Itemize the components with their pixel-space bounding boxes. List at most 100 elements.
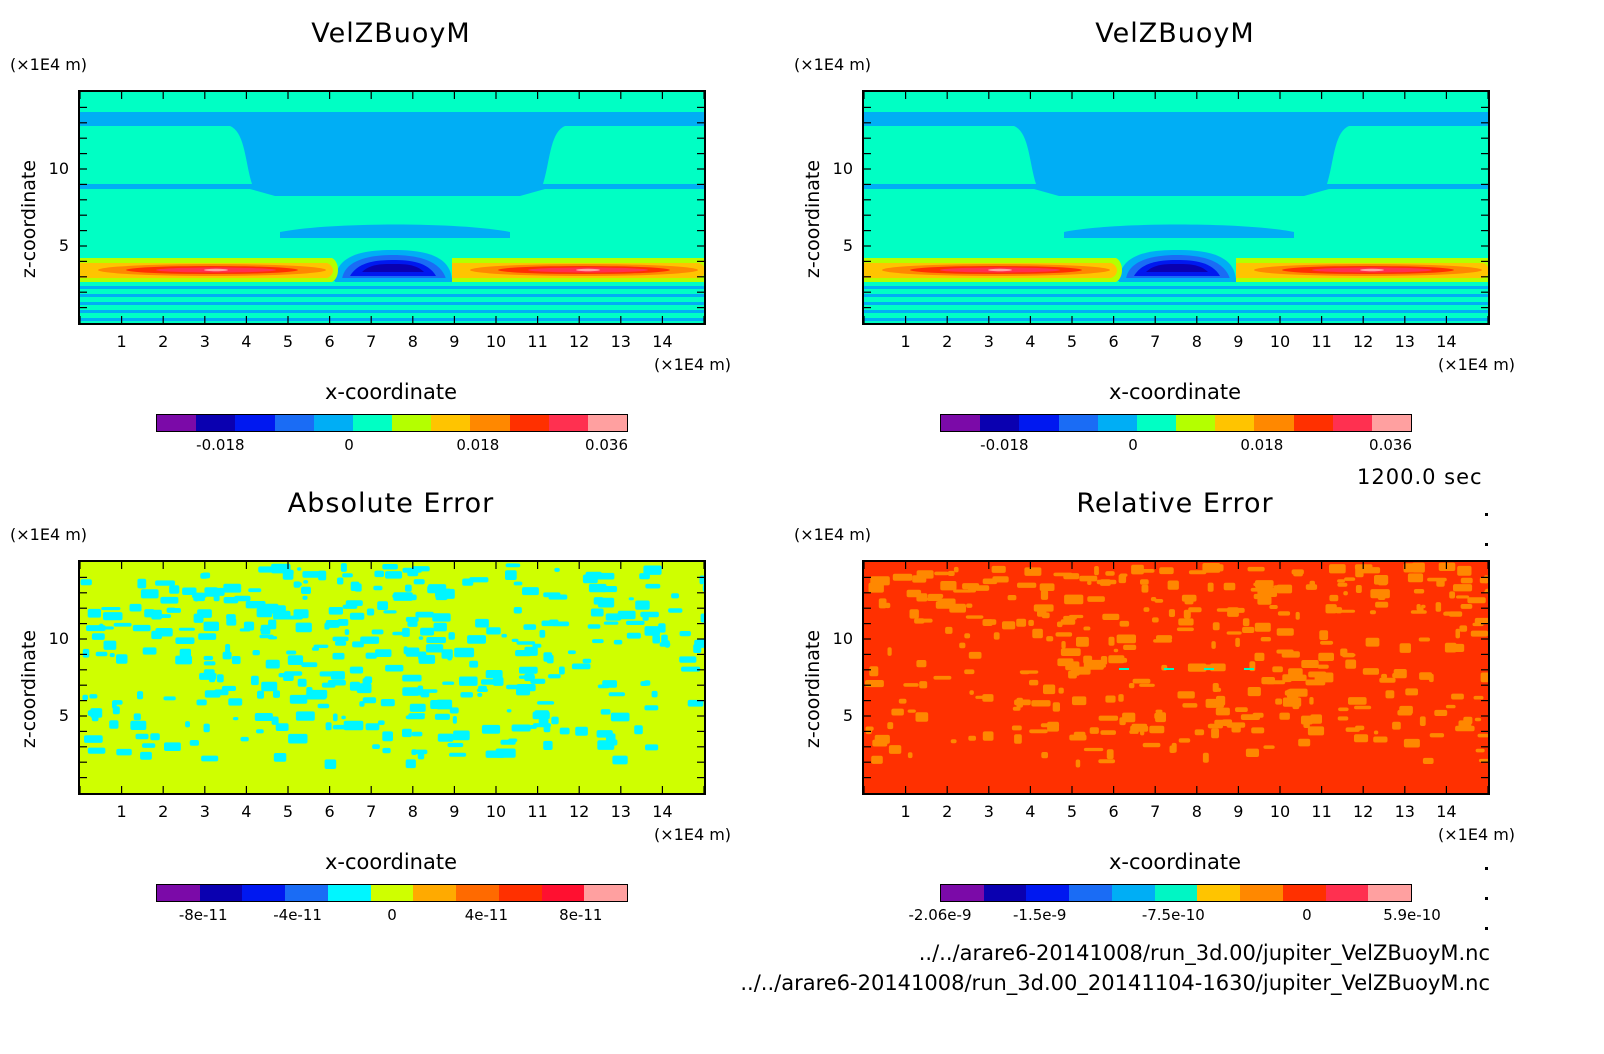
- colorbar-swatch: [327, 885, 371, 901]
- heatmap-plot-area: [78, 90, 706, 325]
- x-tick-label: 9: [1233, 802, 1244, 821]
- colorbar-swatch: [1019, 415, 1059, 431]
- colorbar-swatch: [1197, 885, 1241, 901]
- colorbar-swatch: [199, 885, 243, 901]
- z-unit-label: (×1E4 m): [10, 55, 88, 74]
- colorbar-swatch: [541, 885, 585, 901]
- x-tick-label: 5: [282, 332, 294, 351]
- x-tick-label: 12: [569, 332, 590, 351]
- colorbar-swatch: [1026, 885, 1070, 901]
- x-unit-label: (×1E4 m): [654, 825, 732, 844]
- x-tick-label: 5: [1066, 802, 1078, 821]
- colorbar-tick-label: -1.5e-9: [1013, 906, 1067, 924]
- x-tick-label: 8: [1191, 802, 1202, 821]
- x-tick-label: 4: [1025, 332, 1036, 351]
- heatmap-field: [864, 92, 1488, 323]
- colorbar-swatch: [1254, 415, 1294, 431]
- colorbar-swatch: [587, 415, 628, 431]
- chart-title: Relative Error: [1076, 488, 1274, 519]
- colorbar-swatch: [1069, 885, 1112, 901]
- x-axis-label: x-coordinate: [1108, 850, 1241, 874]
- y-tick-label: 5: [842, 236, 853, 255]
- x-tick-label: 14: [1436, 802, 1457, 821]
- x-tick-label: 3: [199, 802, 210, 821]
- x-tick-label: 12: [569, 802, 590, 821]
- colorbar-tick-label: 5.9e-10: [1383, 906, 1441, 924]
- x-tick-label: 9: [1233, 332, 1244, 351]
- colorbar-swatch: [431, 415, 471, 431]
- colorbar-swatch: [456, 885, 499, 901]
- x-tick-label: 14: [1436, 332, 1457, 351]
- x-tick-label: 12: [1353, 332, 1374, 351]
- colorbar-tick-label: 0: [1302, 906, 1312, 924]
- x-tick-label: 12: [1353, 802, 1374, 821]
- y-tick-label: 10: [832, 159, 853, 178]
- colorbar-tick-label: 0.036: [585, 436, 629, 454]
- colorbar-swatch: [983, 885, 1027, 901]
- colorbar-swatch: [1332, 415, 1372, 431]
- colorbar-tick-label: 0: [344, 436, 354, 454]
- colorbar-swatch: [1154, 885, 1198, 901]
- colorbar-swatch: [1215, 415, 1255, 431]
- time-label: 1200.0 sec: [1357, 465, 1483, 489]
- margin-dot: [1485, 897, 1488, 900]
- heatmap-plot-area: [862, 560, 1490, 795]
- heatmap-plot-area: [78, 560, 706, 795]
- x-tick-label: 11: [1311, 332, 1332, 351]
- colorbar-swatch: [509, 415, 549, 431]
- colorbar-swatch: [352, 415, 393, 431]
- x-tick-label: 6: [324, 332, 335, 351]
- x-unit-label: (×1E4 m): [654, 355, 732, 374]
- z-unit-label: (×1E4 m): [794, 55, 872, 74]
- x-tick-label: 11: [527, 332, 548, 351]
- y-tick-label: 5: [58, 236, 69, 255]
- x-tick-label: 6: [1108, 332, 1119, 351]
- colorbar: [940, 884, 1412, 902]
- colorbar: [156, 414, 628, 432]
- x-tick-label: 2: [942, 802, 953, 821]
- x-tick-label: 2: [942, 332, 953, 351]
- colorbar-swatch: [470, 415, 510, 431]
- y-axis-label: z-coordinate: [18, 159, 40, 279]
- x-tick-label: 14: [652, 332, 673, 351]
- colorbar-tick-label: 0: [1128, 436, 1138, 454]
- colorbar-tick-label: 4e-11: [464, 906, 509, 924]
- x-tick-label: 5: [282, 802, 294, 821]
- colorbar-tick-label: -0.018: [196, 436, 245, 454]
- colorbar-swatch: [1282, 885, 1326, 901]
- colorbar-swatch: [1240, 885, 1283, 901]
- x-tick-label: 11: [1311, 802, 1332, 821]
- y-axis-label: z-coordinate: [802, 629, 824, 749]
- colorbar-swatch: [157, 885, 200, 901]
- colorbar-tick-label: -2.06e-9: [908, 906, 972, 924]
- colorbar-swatch: [370, 885, 414, 901]
- colorbar-swatch: [313, 415, 353, 431]
- chart-title: VelZBuoyM: [311, 18, 471, 49]
- x-tick-label: 6: [324, 802, 335, 821]
- colorbar-tick-label: -7.5e-10: [1141, 906, 1205, 924]
- margin-dot: [1485, 867, 1488, 870]
- colorbar-tick-label: -0.018: [980, 436, 1029, 454]
- x-tick-label: 8: [407, 802, 418, 821]
- x-tick-label: 3: [983, 332, 994, 351]
- colorbar-swatch: [584, 885, 628, 901]
- panel-relative-error: Relative Error (×1E4 m) (×1E4 m) x-coordina…: [784, 470, 1566, 940]
- x-tick-label: 10: [1269, 332, 1291, 351]
- colorbar-swatch: [1325, 885, 1369, 901]
- colorbar-swatch: [1368, 885, 1412, 901]
- file-path-1: ../../arare6-20141008/run_3d.00/jupiter_…: [918, 941, 1490, 965]
- heatmap-plot-area: [862, 90, 1490, 325]
- x-tick-label: 11: [527, 802, 548, 821]
- chart-title: VelZBuoyM: [1095, 18, 1255, 49]
- x-tick-label: 10: [485, 332, 507, 351]
- x-tick-label: 4: [1025, 802, 1036, 821]
- x-tick-label: 13: [1394, 802, 1415, 821]
- colorbar-tick-label: 0.018: [456, 436, 500, 454]
- x-tick-label: 3: [199, 332, 210, 351]
- colorbar-swatch: [498, 885, 542, 901]
- x-tick-label: 7: [366, 332, 377, 351]
- x-tick-label: 1: [116, 332, 127, 351]
- x-tick-label: 1: [900, 802, 911, 821]
- z-unit-label: (×1E4 m): [794, 525, 872, 544]
- x-tick-label: 14: [652, 802, 673, 821]
